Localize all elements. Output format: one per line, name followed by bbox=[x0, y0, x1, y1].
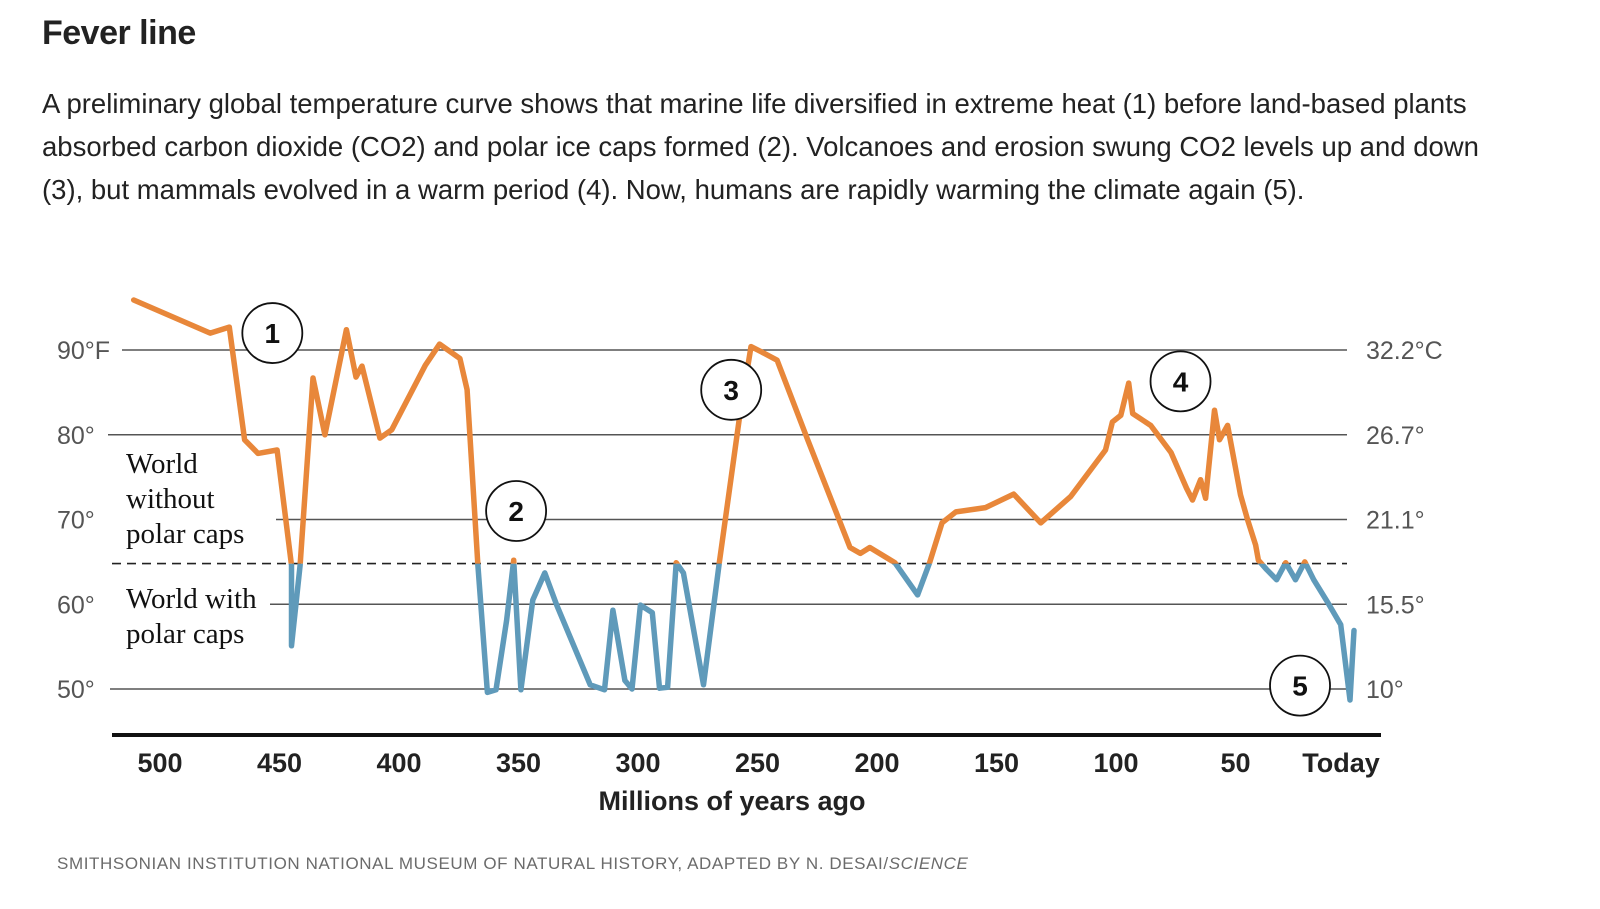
annotation-circle bbox=[241, 302, 304, 364]
y-axis-right-celsius: 32.2°C 26.7° 21.1° 15.5° 10° bbox=[1366, 337, 1443, 704]
gridlines bbox=[108, 349, 1347, 690]
source-credit-publication: SCIENCE bbox=[888, 854, 969, 873]
x-tick-label-200: 200 bbox=[854, 748, 899, 778]
x-tick-label-300: 300 bbox=[615, 748, 660, 778]
source-credit-text: SMITHSONIAN INSTITUTION NATIONAL MUSEUM … bbox=[57, 854, 889, 873]
x-tick-label-100: 100 bbox=[1093, 748, 1138, 778]
y-axis-left-fahrenheit: 90°F 80° 70° 60° 50° bbox=[57, 337, 110, 704]
region-label-with-polar-caps: World with polar caps bbox=[126, 583, 257, 650]
annotation-circle bbox=[1269, 654, 1331, 717]
annotation-number: 3 bbox=[723, 375, 739, 406]
x-tick-label-250: 250 bbox=[735, 748, 780, 778]
x-tick-label-400: 400 bbox=[376, 748, 421, 778]
annotation-circle bbox=[485, 480, 548, 542]
y-tick-label-c-70: 21.1° bbox=[1366, 507, 1425, 535]
x-tick-label-150: 150 bbox=[974, 748, 1019, 778]
annotation-marker-5: 5 bbox=[1269, 654, 1331, 717]
annotation-number: 4 bbox=[1173, 366, 1189, 397]
annotation-circle bbox=[1149, 350, 1212, 413]
annotation-marker-3: 3 bbox=[700, 358, 763, 421]
annotation-circle bbox=[700, 358, 763, 421]
x-tick-label-today: Today bbox=[1302, 748, 1380, 778]
x-tick-label-350: 350 bbox=[496, 748, 541, 778]
y-tick-label-f-60: 60° bbox=[57, 591, 95, 619]
y-tick-label-f-70: 70° bbox=[57, 507, 95, 535]
x-tick-label-450: 450 bbox=[257, 748, 302, 778]
chart-title: Fever line bbox=[42, 14, 196, 52]
chart-subtitle: A preliminary global temperature curve s… bbox=[42, 88, 1479, 205]
annotation-number: 2 bbox=[508, 496, 524, 527]
annotation-markers: 1 2 3 4 5 bbox=[241, 302, 1331, 717]
x-tick-label-500: 500 bbox=[137, 748, 182, 778]
annotation-marker-1: 1 bbox=[241, 302, 304, 364]
annotation-number: 5 bbox=[1292, 671, 1308, 702]
annotation-marker-2: 2 bbox=[485, 480, 548, 542]
y-tick-label-c-90: 32.2°C bbox=[1366, 337, 1443, 365]
annotation-marker-4: 4 bbox=[1149, 350, 1212, 413]
y-tick-label-f-90: 90°F bbox=[57, 337, 110, 365]
y-tick-label-c-80: 26.7° bbox=[1366, 422, 1425, 450]
x-tick-label-50: 50 bbox=[1220, 748, 1250, 778]
temperature-curve-warm-segments bbox=[130, 297, 1309, 564]
x-axis-ticks: 500 450 400 350 300 250 200 150 100 50 Today bbox=[137, 748, 1379, 778]
y-tick-label-c-60: 15.5° bbox=[1366, 591, 1425, 619]
region-label-without-polar-caps: World without polar caps bbox=[126, 448, 244, 550]
y-tick-label-f-80: 80° bbox=[57, 422, 95, 450]
x-axis-label: Millions of years ago bbox=[598, 786, 865, 816]
y-tick-label-c-50: 10° bbox=[1366, 676, 1404, 704]
source-credit: SMITHSONIAN INSTITUTION NATIONAL MUSEUM … bbox=[57, 854, 968, 874]
y-tick-label-f-50: 50° bbox=[57, 676, 95, 704]
annotation-number: 1 bbox=[265, 318, 281, 349]
